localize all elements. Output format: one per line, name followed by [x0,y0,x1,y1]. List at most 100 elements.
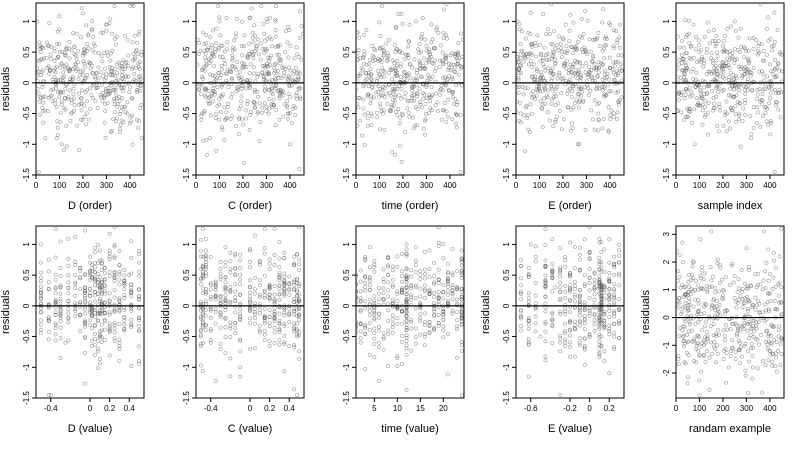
data-point [597,86,602,91]
data-point [612,309,617,314]
data-point [590,59,594,64]
data-point [745,77,750,82]
data-point [616,99,621,104]
data-point [262,288,267,293]
data-point [112,288,117,293]
y-tick-label: -0.5 [662,106,671,120]
data-point [394,109,399,114]
data-point [97,334,102,339]
data-point [765,342,770,347]
data-point [47,72,52,77]
data-point [699,312,704,317]
y-tick-label: 1 [182,242,191,247]
data-point [238,292,243,297]
data-point [63,86,68,91]
data-point [118,126,122,131]
data-point [549,70,554,75]
data-point [233,253,238,258]
data-point [554,43,559,48]
data-point [601,84,606,89]
data-point [36,70,39,75]
data-point [292,321,297,326]
data-point [599,240,604,245]
data-point [212,83,217,88]
data-point [66,311,71,316]
data-point [526,341,531,346]
y-tick-label: -1.5 [342,391,351,405]
data-point [607,292,612,297]
data-point [400,310,404,314]
data-point [696,283,701,288]
data-point [597,44,602,49]
data-point [543,354,548,359]
data-point [393,73,398,78]
data-point [746,308,751,313]
data-point [99,82,104,87]
data-point [779,300,784,305]
data-point [404,274,409,279]
data-point [52,49,57,54]
data-point [93,75,98,80]
data-point [709,89,714,94]
data-point [692,359,697,363]
data-point [607,297,612,302]
data-point [120,69,125,74]
data-point [703,360,708,364]
data-point [98,95,103,100]
data-point [597,291,602,296]
data-point [412,57,417,62]
x-tick-label: 0.4 [284,404,296,413]
data-point [138,73,143,78]
data-point [523,56,528,61]
data-point [85,99,90,104]
data-point [603,93,608,98]
data-point [356,320,358,325]
data-point [418,312,423,317]
data-point [409,286,414,291]
data-point [614,29,619,34]
data-point [66,273,71,278]
data-point [272,284,277,289]
data-point [223,288,228,293]
data-point [726,77,731,82]
data-point [755,97,760,101]
data-point [97,285,102,290]
data-point [92,265,97,270]
data-point [544,53,549,57]
data-point [38,242,43,247]
data-point [389,108,393,113]
data-point [459,257,464,262]
data-point [676,279,680,284]
x-tick-label: 0.2 [264,404,276,413]
data-point [574,60,579,65]
data-point [575,76,580,81]
data-point [608,22,613,27]
data-point [705,289,710,294]
data-point [218,346,223,351]
data-point [241,122,245,127]
data-point [676,305,681,310]
data-point [378,72,383,77]
data-point [395,307,400,312]
data-point [551,95,556,100]
data-point [517,21,522,26]
data-point [453,54,458,59]
data-point [443,75,447,80]
data-point [772,298,777,303]
data-point [766,307,771,312]
data-point [400,81,405,86]
data-point [723,338,728,343]
data-point [450,288,455,293]
data-point [92,44,97,48]
data-point [362,32,367,37]
data-point [66,338,71,343]
data-point [683,92,688,97]
data-point [715,343,720,348]
data-point [764,52,769,57]
data-point [53,326,58,331]
data-point [216,47,221,52]
data-point [42,94,47,99]
data-point [97,333,102,337]
data-point [200,273,205,278]
data-point [568,328,572,333]
